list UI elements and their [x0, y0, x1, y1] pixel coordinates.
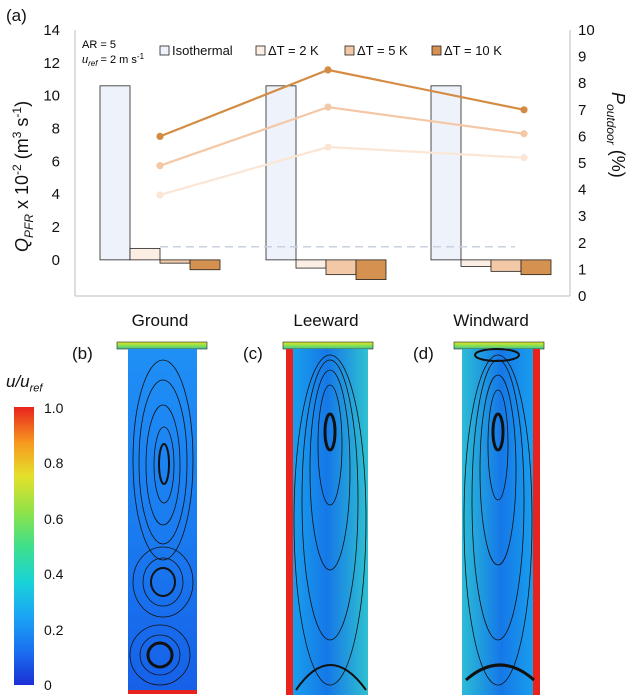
- bar-2-ground: [129, 247, 161, 261]
- panel-c-field: [286, 349, 368, 695]
- y-left-label: QPFR x 10-2 (m3 s-1): [10, 101, 36, 252]
- y-right-tick-6: 6: [578, 128, 586, 145]
- y-left-tick-10: 10: [43, 88, 60, 105]
- legend-label-2: ΔT = 2 K: [268, 43, 319, 58]
- colorbar-tick-1: 1.0: [44, 400, 64, 416]
- colorbar-tick-2: 0.8: [44, 455, 64, 471]
- bar-3-leeward: [325, 259, 357, 276]
- panel-label-a: (a): [6, 6, 27, 25]
- legend-swatch-3: [344, 45, 355, 56]
- line-point-3-3: [520, 106, 528, 114]
- panel-label-b: (b): [72, 344, 93, 363]
- right-ticks: 0 1 2 3 4 5 6 7 8 9 10: [578, 22, 595, 305]
- y-right-tick-8: 8: [578, 75, 586, 92]
- y-right-tick-10: 10: [578, 22, 595, 39]
- panel-b-lid: [116, 341, 208, 350]
- annotation-uref: uref = 2 m s-1: [82, 52, 145, 68]
- y-right-tick-1: 1: [578, 261, 586, 278]
- bar-4-ground: [189, 259, 221, 271]
- y-right-tick-9: 9: [578, 49, 586, 66]
- bar-4-leeward: [355, 259, 387, 280]
- colorbar: [14, 407, 34, 685]
- panel-label-d: (d): [413, 344, 434, 363]
- category-labels: Ground Leeward Windward: [132, 311, 529, 330]
- colorbar-tick-3: 0.6: [44, 511, 64, 527]
- y-right-tick-2: 2: [578, 235, 586, 252]
- panel-d-field: [462, 349, 540, 695]
- legend-label-4: ΔT = 10 K: [444, 43, 502, 58]
- panel-c-lid: [282, 341, 374, 350]
- panel-d-lid: [453, 341, 545, 350]
- bar-2-leeward: [295, 259, 327, 269]
- y-left-tick-4: 4: [52, 186, 60, 203]
- line-point-2-1: [156, 162, 164, 170]
- category-label-leeward: Leeward: [293, 311, 358, 330]
- line-point-1-1: [156, 191, 164, 199]
- legend-swatch-1: [159, 45, 170, 56]
- y-left-tick-14: 14: [43, 22, 60, 39]
- panel-b-contour: [116, 341, 208, 694]
- line-point-1-3: [520, 154, 528, 162]
- line-point-3-1: [156, 132, 164, 140]
- bar-1-windward: [430, 85, 462, 261]
- y-left-tick-12: 12: [43, 55, 60, 72]
- line-point-1-2: [324, 143, 332, 151]
- y-right-tick-4: 4: [578, 182, 586, 199]
- bar-2-windward: [460, 259, 492, 267]
- lines-group: [156, 66, 528, 199]
- y-right-tick-3: 3: [578, 208, 586, 225]
- category-label-ground: Ground: [132, 311, 189, 330]
- y-right-tick-0: 0: [578, 288, 586, 305]
- legend: Isothermal ΔT = 2 K ΔT = 5 K ΔT = 10 K: [159, 43, 502, 58]
- panel-d-contour: [453, 341, 545, 695]
- legend-swatch-2: [255, 45, 266, 56]
- line-point-2-3: [520, 130, 528, 138]
- bar-3-windward: [490, 259, 522, 272]
- bar-3-ground: [159, 259, 191, 264]
- y-left-tick-0: 0: [52, 252, 60, 269]
- line-point-2-2: [324, 103, 332, 111]
- panel-c-contour: [282, 341, 374, 695]
- legend-swatch-4: [431, 45, 442, 56]
- bars-group: [99, 85, 552, 280]
- category-label-windward: Windward: [453, 311, 529, 330]
- y-right-label: Poutdoor (%): [604, 92, 628, 178]
- y-left-tick-6: 6: [52, 153, 60, 170]
- y-left-tick-8: 8: [52, 121, 60, 138]
- legend-label-3: ΔT = 5 K: [357, 43, 408, 58]
- panel-label-c: (c): [243, 344, 263, 363]
- panel-c-heated-wall: [286, 349, 293, 695]
- colorbar-title: u/uref: [6, 372, 43, 395]
- colorbar-tick-6: 0: [44, 677, 52, 693]
- bar-1-ground: [99, 85, 131, 261]
- bar-1-leeward: [265, 85, 297, 261]
- legend-label-1: Isothermal: [172, 43, 233, 58]
- panel-b-heated-wall: [128, 690, 197, 694]
- colorbar-tick-5: 0.2: [44, 622, 64, 638]
- left-ticks: 0 2 4 6 8 10 12 14: [43, 22, 60, 269]
- y-right-tick-5: 5: [578, 155, 586, 172]
- y-left-tick-2: 2: [52, 219, 60, 236]
- y-right-tick-7: 7: [578, 102, 586, 119]
- panel-d-heated-wall: [533, 349, 540, 695]
- line-series-1: [159, 145, 525, 196]
- bar-4-windward: [520, 259, 552, 276]
- annotation-ar: AR = 5: [82, 39, 116, 51]
- line-point-3-2: [324, 66, 332, 74]
- colorbar-tick-4: 0.4: [44, 566, 64, 582]
